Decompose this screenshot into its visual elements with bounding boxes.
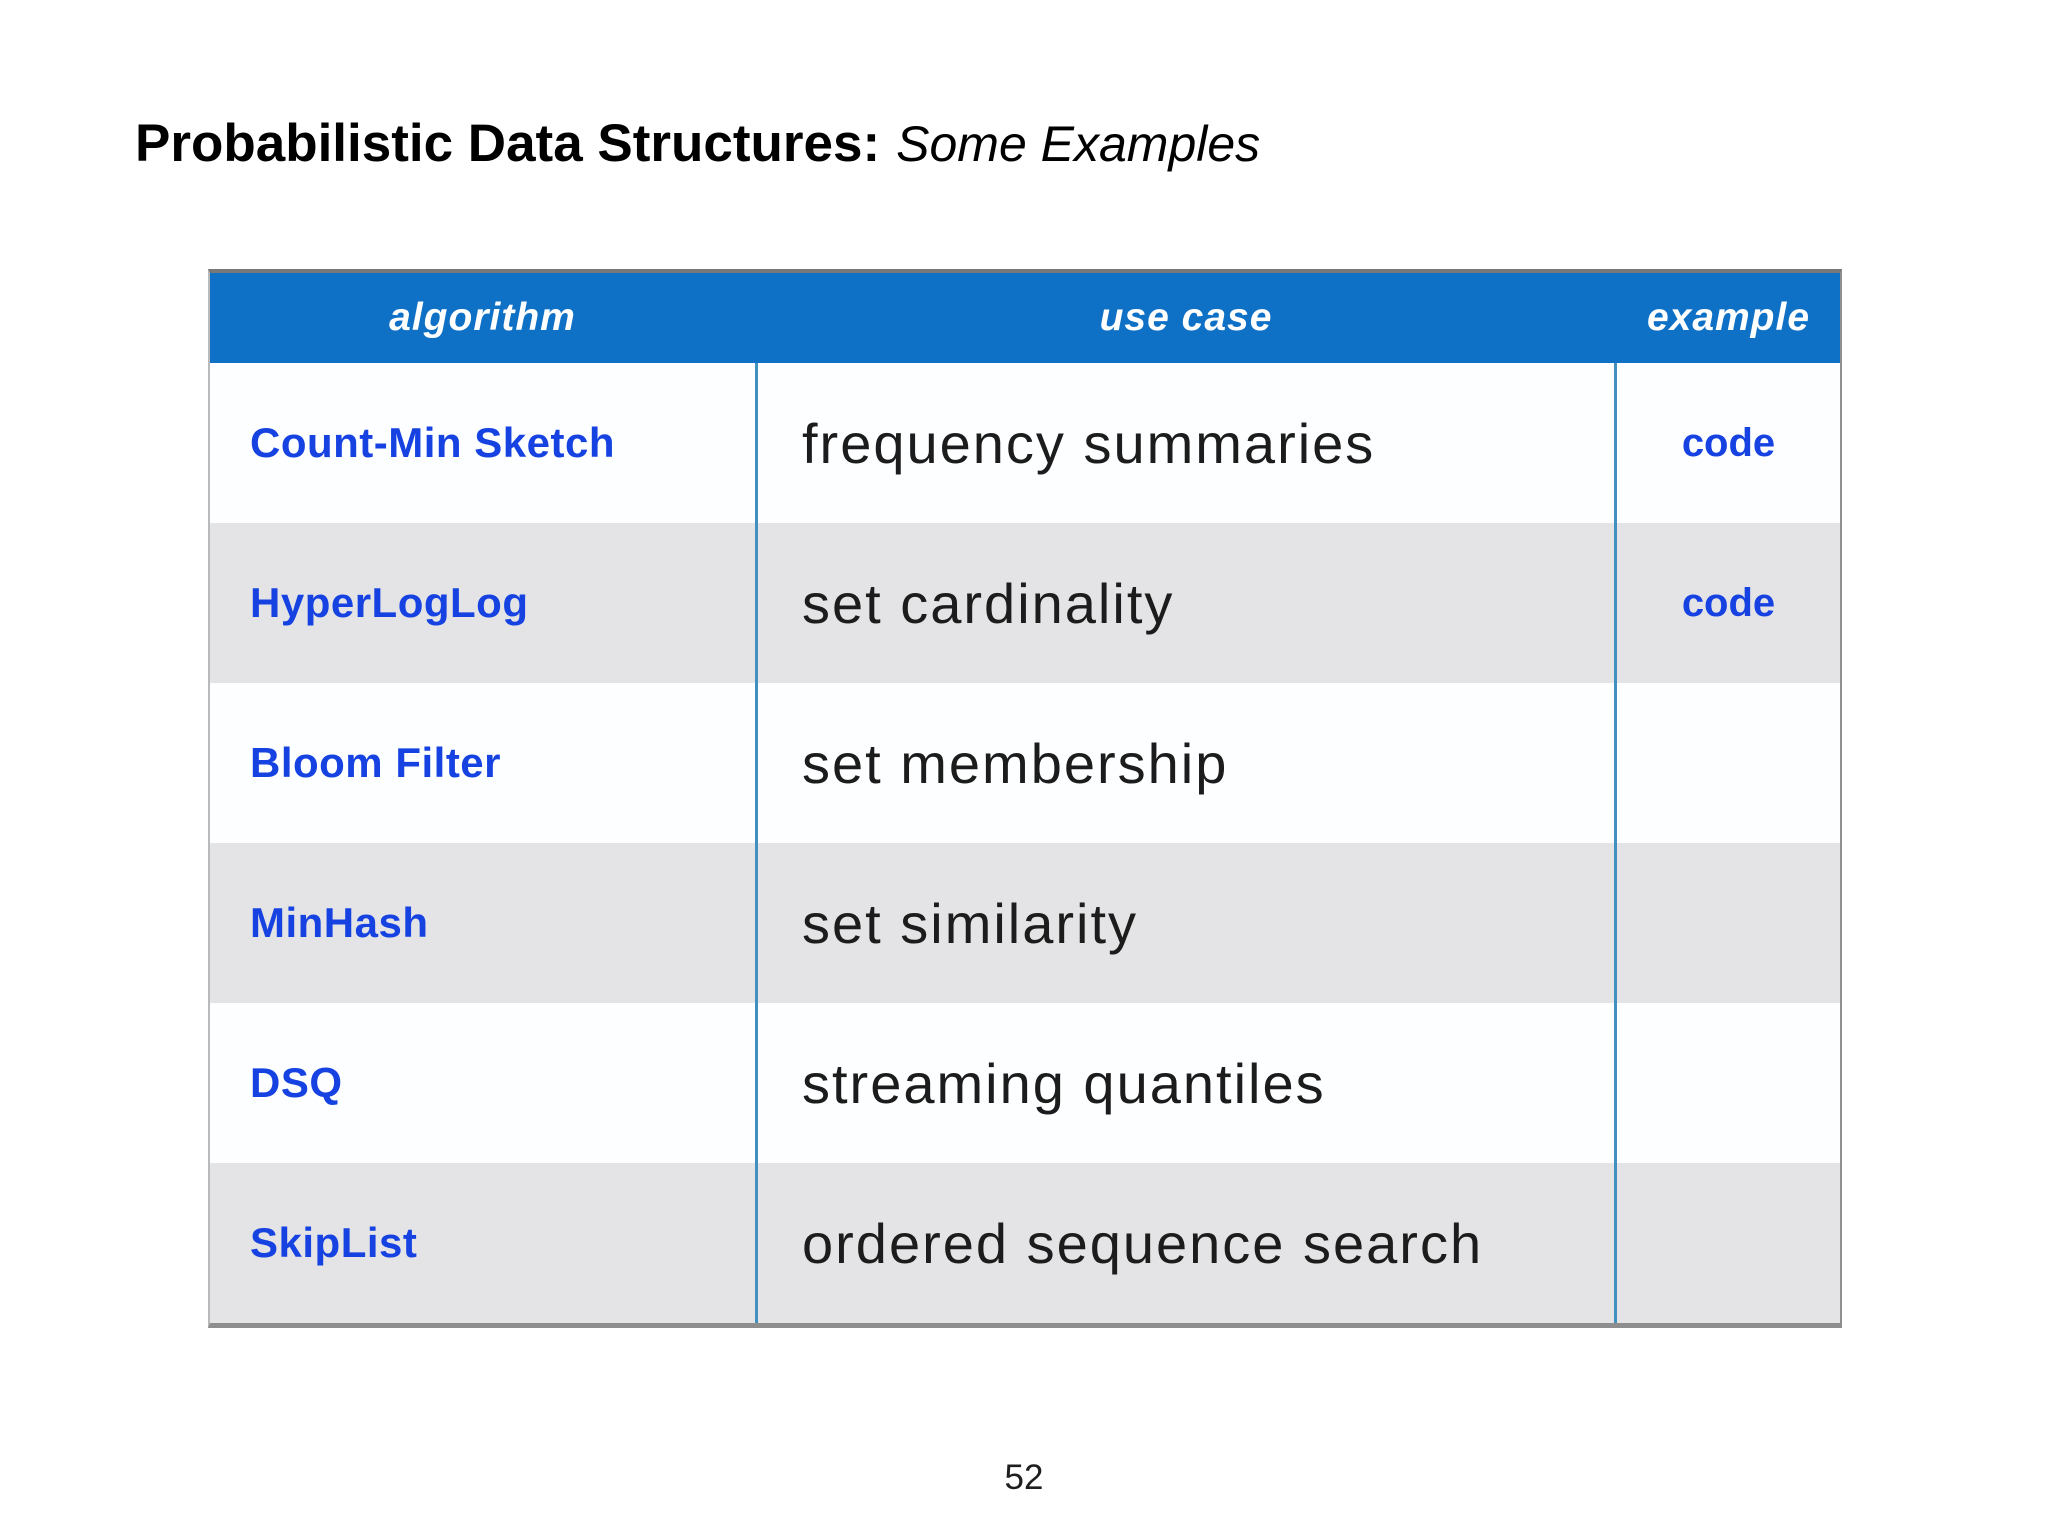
table-row-count-min-sketch: Count-Min Sketch frequency summaries cod… [210,363,1840,523]
table-row-minhash: MinHash set similarity [210,843,1840,1003]
example-cell [1617,1003,1840,1163]
data-structures-table: algorithm use case example Count-Min Ske… [208,269,1842,1328]
algorithm-cell: Count-Min Sketch [250,419,615,466]
table-row-skiplist: SkipList ordered sequence search [210,1163,1840,1323]
algorithm-cell: MinHash [250,899,429,946]
page-title-main: Probabilistic Data Structures: [135,114,881,173]
table-row-dsq: DSQ streaming quantiles [210,1003,1840,1163]
table-header-example: example [1646,296,1811,339]
table-header-algorithm: algorithm [389,296,576,339]
algorithm-cell: DSQ [250,1059,343,1106]
table-header-row: algorithm use case example [210,273,1840,363]
example-cell: code [1617,363,1840,523]
example-cell [1617,1163,1840,1323]
use-case-cell: frequency summaries [755,363,1617,523]
code-link[interactable]: code [1681,420,1776,465]
algorithm-cell: Bloom Filter [250,739,502,786]
use-case-cell: set cardinality [755,523,1617,683]
use-case-cell: streaming quantiles [755,1003,1617,1163]
use-case-cell: ordered sequence search [755,1163,1617,1323]
example-cell: code [1617,523,1840,683]
algorithm-cell: HyperLogLog [250,579,529,626]
use-case-cell: set similarity [755,843,1617,1003]
table-header-use-case: use case [1099,296,1273,339]
table-row-bloom-filter: Bloom Filter set membership [210,683,1840,843]
example-cell [1617,683,1840,843]
algorithm-cell: SkipList [250,1219,418,1266]
use-case-cell: set membership [755,683,1617,843]
page-number: 52 [1004,1458,1044,1497]
page-title: Probabilistic Data Structures: Some Examp… [135,114,1260,187]
page-title-subtitle: Some Examples [896,116,1261,172]
example-cell [1617,843,1840,1003]
table-row-hyperloglog: HyperLogLog set cardinality code [210,523,1840,683]
code-link[interactable]: code [1681,580,1776,625]
